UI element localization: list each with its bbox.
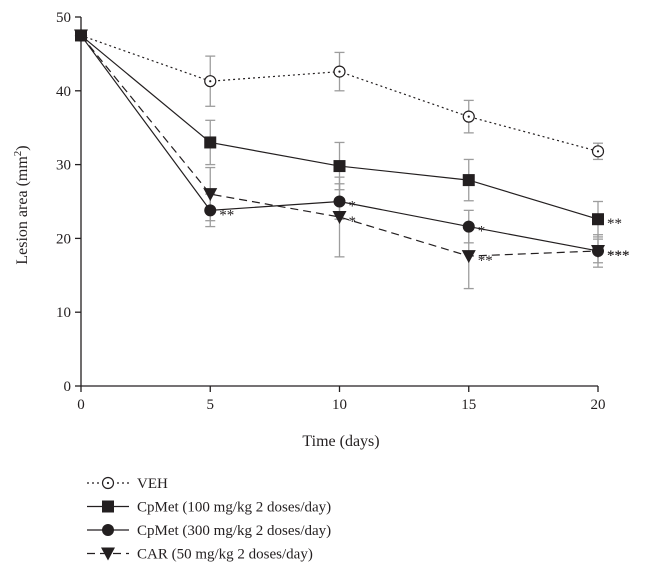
legend-marker-dot [106, 481, 110, 485]
data-point [332, 210, 347, 224]
data-point [204, 136, 217, 149]
significance-label: *** [607, 248, 630, 264]
significance-label: * [349, 199, 357, 215]
y-tick-label: 20 [56, 231, 71, 247]
significance-label: ** [607, 216, 622, 232]
data-point [204, 204, 217, 217]
significance-label: ** [478, 253, 493, 269]
data-point [74, 29, 88, 43]
y-tick-label: 40 [56, 84, 71, 100]
legend-label: VEH [137, 476, 168, 492]
legend-marker [102, 500, 114, 513]
y-axis-title: Lesion area (mm2) [12, 145, 31, 264]
data-point-dot [467, 115, 470, 118]
significance-label: * [349, 214, 357, 230]
significance-label: *** [607, 248, 630, 264]
x-tick-label: 15 [461, 397, 476, 413]
significance-marks: ************ *** [219, 199, 629, 270]
data-point [333, 195, 346, 208]
data-point [203, 188, 218, 202]
x-tick-label: 10 [332, 397, 347, 413]
data-point [592, 213, 604, 226]
legend-label: CAR (50 mg/kg 2 doses/day) [137, 547, 313, 563]
data-point [462, 220, 475, 233]
data-point-dot [338, 70, 341, 73]
y-axis-title-close: ) [14, 145, 31, 150]
significance-label: * [478, 224, 486, 240]
x-tick-label: 0 [77, 397, 85, 413]
y-tick-label: 0 [64, 379, 72, 395]
data-point-dot [596, 150, 600, 153]
y-tick-label: 50 [56, 10, 71, 26]
data-point [333, 160, 346, 173]
legend: VEH CpMet (100 mg/kg 2 doses/day) CpMet (3… [87, 476, 331, 563]
legend-label: CpMet (100 mg/kg 2 doses/day) [137, 500, 331, 516]
y-tick-label: 30 [56, 158, 71, 174]
data-point-dot [209, 80, 212, 83]
data-point [461, 250, 476, 264]
y-tick-label: 10 [56, 305, 71, 321]
series-line-3 [80, 35, 599, 257]
y-axis-title-superscript: 2 [12, 151, 24, 157]
y-axis-title-text: Lesion area (mm [14, 156, 31, 265]
data-point [462, 174, 475, 187]
legend-label: CpMet (300 mg/kg 2 doses/day) [137, 523, 331, 539]
x-axis-title: Time (days) [302, 433, 379, 450]
series-markers [74, 29, 605, 264]
data-point [591, 244, 605, 258]
axes: 0 10 20 30 40 50 0 5 10 15 20 [56, 10, 606, 413]
x-tick-label: 5 [207, 397, 215, 413]
significance-label: ** [219, 207, 234, 223]
legend-marker [101, 547, 115, 561]
legend-marker [102, 524, 114, 536]
x-tick-label: 20 [591, 397, 606, 413]
error-bars [205, 51, 603, 290]
